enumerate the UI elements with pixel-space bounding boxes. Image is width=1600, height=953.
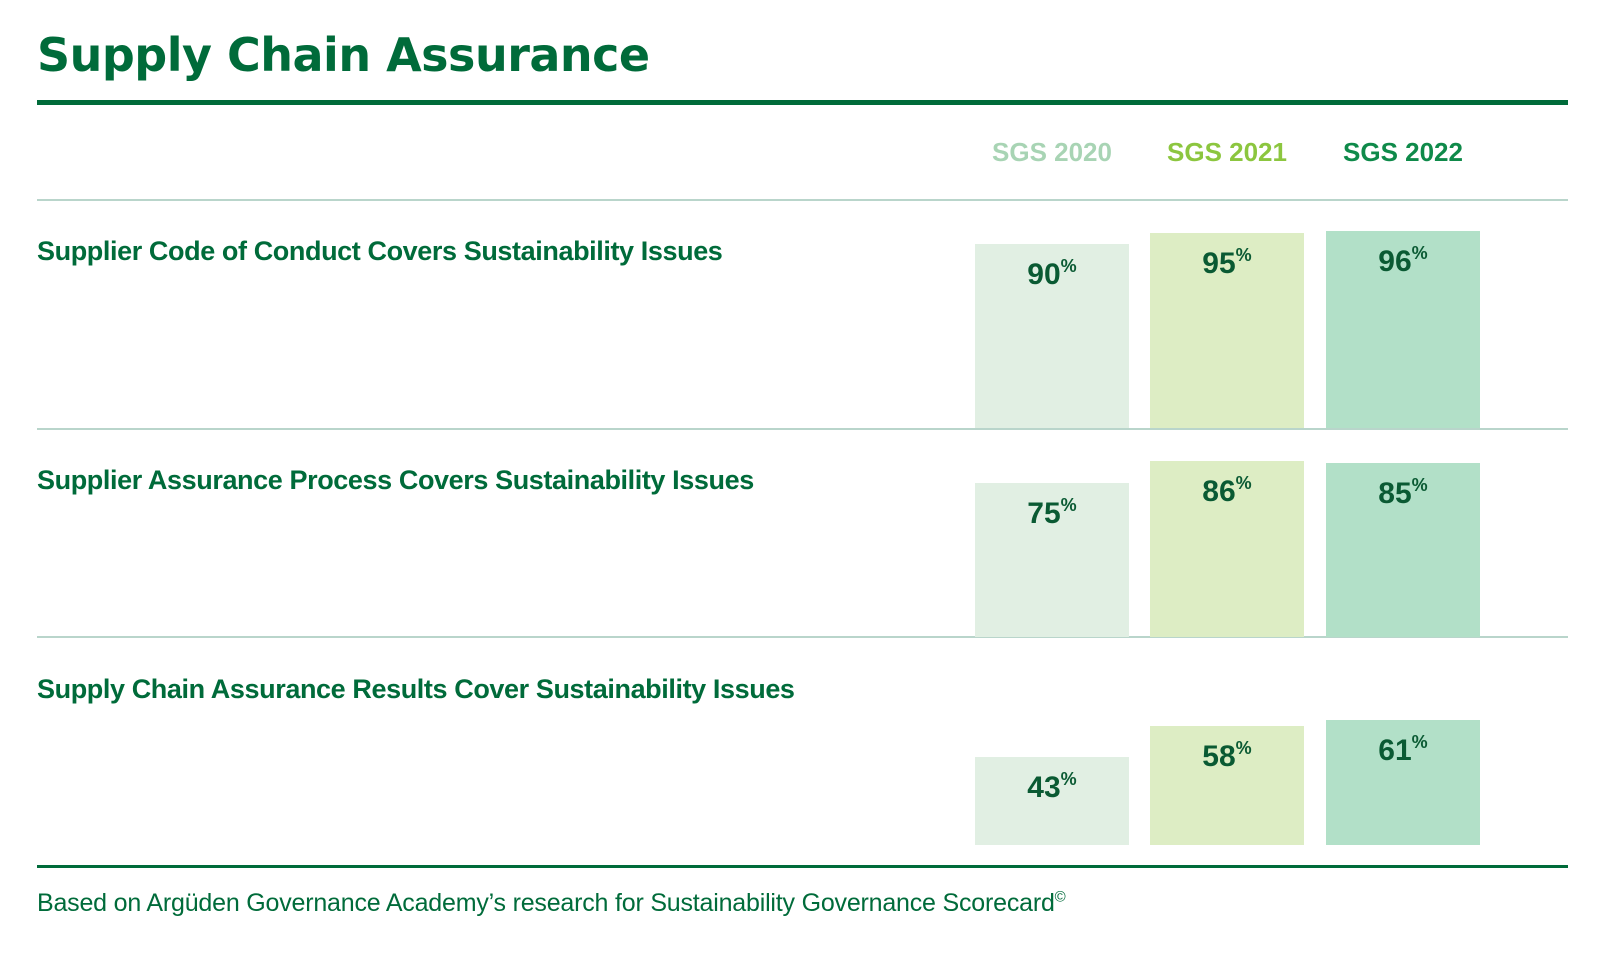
percent-unit: % — [1235, 245, 1252, 266]
bar-sgs-2021-row-2: 86% — [1150, 460, 1304, 637]
row-label-supplier-code-of-conduct: Supplier Code of Conduct Covers Sustaina… — [37, 236, 723, 266]
percent-unit: % — [1060, 495, 1077, 516]
percent-unit: % — [1235, 738, 1252, 759]
row-separator — [37, 636, 1568, 638]
page-title: Supply Chain Assurance — [37, 28, 650, 82]
bar-value-label: 58% — [1202, 738, 1252, 774]
bar-sgs-2022-row-1: 96% — [1326, 231, 1480, 428]
row-separator — [37, 428, 1568, 430]
bar-sgs-2021-row-3: 58% — [1150, 726, 1304, 845]
percent-unit: % — [1411, 731, 1428, 752]
percent-unit: % — [1235, 472, 1252, 493]
copyright-mark: © — [1054, 888, 1066, 906]
source-footnote: Based on Argüden Governance Academy’s re… — [37, 888, 1066, 918]
column-header-sgs-2021: SGS 2021 — [1167, 137, 1287, 167]
column-header-sgs-2020: SGS 2020 — [992, 137, 1112, 167]
bar-sgs-2020-row-3: 43% — [975, 756, 1129, 845]
bar-value-label: 75% — [1027, 495, 1077, 531]
title-rule — [37, 100, 1568, 105]
bar-sgs-2022-row-2: 85% — [1326, 462, 1480, 637]
bar-value-label: 96% — [1378, 243, 1428, 279]
column-header-sgs-2022: SGS 2022 — [1343, 137, 1463, 167]
bar-sgs-2020-row-2: 75% — [975, 483, 1129, 637]
chart-bottom-rule — [37, 865, 1568, 868]
bar-value-label: 86% — [1202, 472, 1252, 508]
bar-sgs-2020-row-1: 90% — [975, 243, 1129, 428]
bar-value-label: 61% — [1378, 731, 1428, 767]
bar-value-label: 85% — [1378, 474, 1428, 510]
bar-value-label: 90% — [1027, 255, 1077, 291]
percent-unit: % — [1060, 255, 1077, 276]
bar-sgs-2021-row-1: 95% — [1150, 233, 1304, 428]
bar-sgs-2022-row-3: 61% — [1326, 719, 1480, 845]
row-label-supplier-assurance-process: Supplier Assurance Process Covers Sustai… — [37, 465, 754, 495]
bar-value-label: 43% — [1027, 768, 1077, 804]
percent-unit: % — [1411, 243, 1428, 264]
percent-unit: % — [1411, 474, 1428, 495]
row-label-supply-chain-assurance-results: Supply Chain Assurance Results Cover Sus… — [37, 674, 795, 704]
header-separator — [37, 199, 1568, 201]
source-footnote-text: Based on Argüden Governance Academy’s re… — [37, 889, 1055, 917]
percent-unit: % — [1060, 768, 1077, 789]
bar-value-label: 95% — [1202, 245, 1252, 281]
